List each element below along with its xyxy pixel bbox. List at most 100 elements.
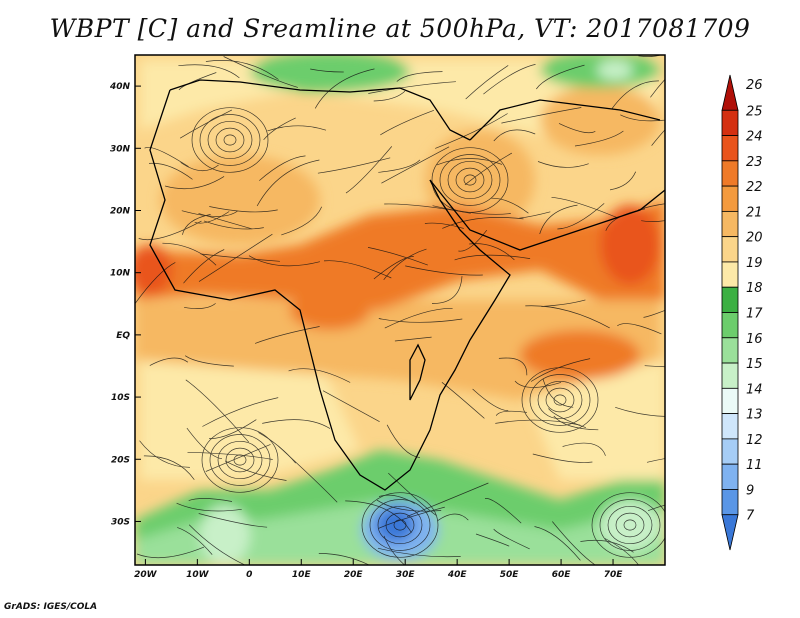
lon-tick-label: 20E <box>344 570 364 580</box>
lon-tick-label: 40E <box>447 570 468 580</box>
streamline <box>644 365 665 368</box>
colorbar-swatch <box>721 74 739 111</box>
streamline <box>135 262 176 304</box>
streamline <box>322 390 380 423</box>
streamline-vortex <box>199 114 261 166</box>
streamline <box>483 64 536 95</box>
streamline <box>378 159 421 173</box>
colorbar-swatch <box>721 489 739 516</box>
streamline <box>514 380 562 388</box>
colorbar-swatch <box>721 135 739 162</box>
streamline <box>254 326 320 344</box>
streamline <box>224 460 287 481</box>
streamline-vortex <box>537 380 583 420</box>
streamline <box>498 357 528 376</box>
streamline <box>165 176 225 189</box>
colorbar-label: 19 <box>746 256 763 271</box>
streamline-vortex <box>225 447 255 473</box>
streamline <box>491 197 529 214</box>
streamline <box>182 214 211 235</box>
streamline <box>148 162 193 180</box>
streamline-vortex <box>447 160 493 200</box>
credit-label: GrADS: IGES/COLA <box>4 602 98 612</box>
streamline <box>534 526 581 561</box>
lat-tick-label: 40N <box>109 82 131 92</box>
streamline <box>615 406 665 417</box>
colorbar-label: 13 <box>746 408 763 423</box>
latitude-ticks: 40N 30N 20N 10N EQ 10S 20S 30S <box>109 82 141 527</box>
colorbar-label: 11 <box>746 458 763 473</box>
streamline <box>388 472 437 516</box>
streamline <box>180 162 219 171</box>
map-title: WBPT [C] and Sreamline at 500hPa, VT: 20… <box>49 14 751 43</box>
streamline <box>136 546 205 559</box>
streamline <box>258 432 296 464</box>
lon-tick-label: 10E <box>292 570 312 580</box>
streamline <box>441 382 485 419</box>
lon-tick-label: 20W <box>134 570 158 580</box>
colorbar-swatch <box>721 362 739 389</box>
streamline <box>604 538 639 565</box>
streamline <box>493 129 536 142</box>
streamline <box>179 109 233 139</box>
lon-tick-label: 10W <box>186 570 210 580</box>
streamline <box>638 55 662 57</box>
streamline <box>318 553 370 565</box>
streamline <box>525 305 610 329</box>
colorbar-swatch <box>721 413 739 440</box>
streamline <box>377 547 461 558</box>
streamline-vortex <box>615 512 645 538</box>
streamline <box>198 213 253 230</box>
colorbar-label: 26 <box>746 78 763 93</box>
streamline <box>288 368 351 383</box>
lon-tick-label: 0 <box>246 570 252 580</box>
streamline <box>435 113 508 149</box>
colorbar-label: 16 <box>746 332 763 347</box>
colorbar-label: 14 <box>746 382 763 397</box>
streamline-vortex <box>431 147 509 213</box>
streamline <box>394 336 432 342</box>
streamline <box>186 427 223 460</box>
streamline-vortex <box>439 154 501 206</box>
colorbar-swatch <box>721 261 739 288</box>
streamline <box>178 64 240 79</box>
lat-tick-label: 30S <box>111 517 130 527</box>
streamline-vortex <box>201 427 279 493</box>
streamline-vortex <box>463 174 477 186</box>
streamline <box>495 410 527 416</box>
streamline <box>378 494 415 504</box>
streamline <box>384 307 453 329</box>
streamline <box>138 220 202 241</box>
streamline <box>458 229 488 252</box>
streamline <box>149 357 189 366</box>
lat-tick-label: EQ <box>116 331 130 341</box>
streamline <box>465 65 509 100</box>
streamline <box>262 419 331 429</box>
streamline-vortex <box>209 434 271 486</box>
streamline <box>475 533 510 547</box>
colorbar-swatch <box>721 463 739 490</box>
streamline-vortex <box>607 505 653 545</box>
streamline <box>194 211 230 224</box>
streamline <box>202 397 279 427</box>
colorbar-label: 12 <box>746 433 763 448</box>
streamline <box>580 539 634 553</box>
streamline <box>562 442 606 456</box>
streamline <box>501 107 582 124</box>
streamline-vortex <box>191 107 269 173</box>
coastlines <box>149 79 665 491</box>
streamline <box>617 323 662 335</box>
colorbar-swatch <box>721 210 739 238</box>
wbpt-field <box>135 55 665 565</box>
streamline <box>646 458 665 463</box>
colorbar-swatch <box>721 109 739 136</box>
streamline <box>205 60 279 80</box>
streamline <box>396 71 443 82</box>
streamline-vortex <box>385 512 415 538</box>
streamline-vortex <box>591 492 665 558</box>
streamline <box>464 152 513 186</box>
streamline <box>381 146 450 184</box>
streamline-vortex <box>455 167 485 193</box>
colorbar-swatch <box>721 337 739 364</box>
lon-tick-label: 60E <box>552 570 572 580</box>
